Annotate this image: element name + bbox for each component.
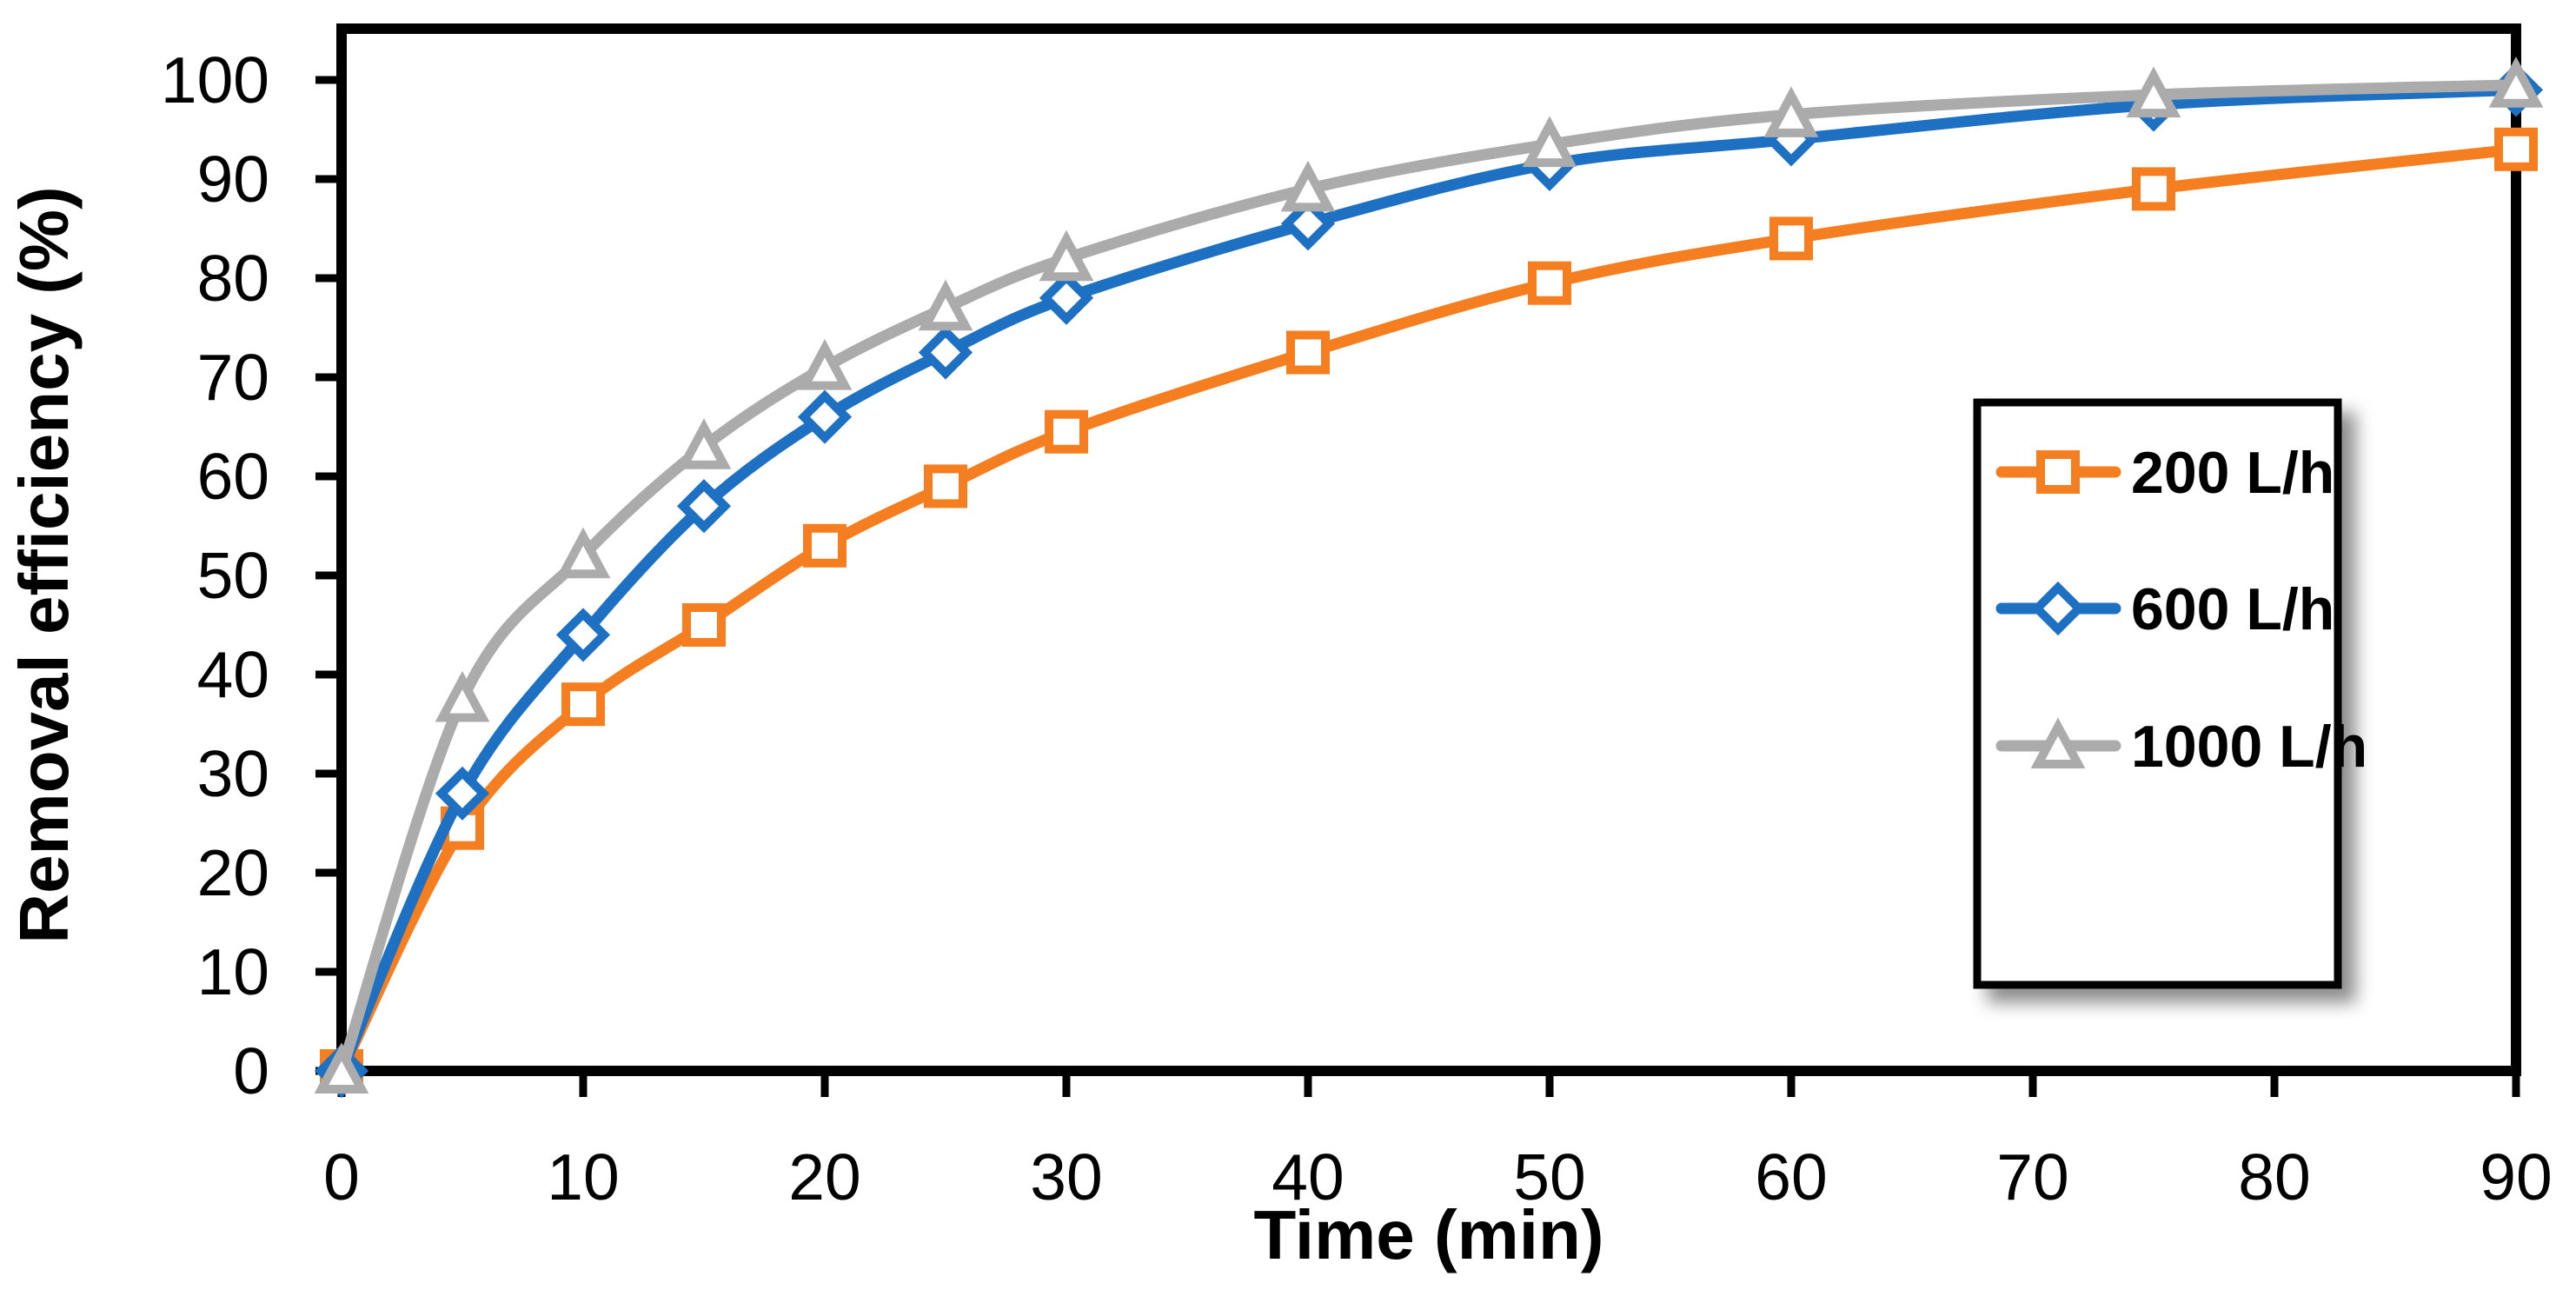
data-point-200-L-h xyxy=(1769,216,1813,261)
y-tick-label: 100 xyxy=(161,43,269,116)
y-tick-label: 0 xyxy=(233,1034,269,1107)
data-point-200-L-h xyxy=(1286,330,1330,375)
y-tick-label: 40 xyxy=(197,638,269,711)
y-tick-label: 60 xyxy=(197,440,269,513)
x-tick-label: 20 xyxy=(788,1140,860,1213)
data-point-1000-L-h xyxy=(1763,86,1819,137)
plot-border xyxy=(336,23,2521,1076)
data-point-200-L-h xyxy=(803,523,846,568)
legend-triangle-icon xyxy=(2030,717,2086,768)
data-point-1000-L-h xyxy=(2488,57,2544,108)
data-point-1000-L-h xyxy=(555,527,611,579)
x-tick-label: 90 xyxy=(2480,1140,2552,1213)
y-tick-label: 70 xyxy=(197,341,269,414)
data-point-600-L-h xyxy=(555,608,611,662)
x-tick-label: 40 xyxy=(1271,1140,1344,1213)
y-tick-label: 20 xyxy=(197,836,269,909)
y-tick-label: 10 xyxy=(197,935,269,1008)
data-point-1000-L-h xyxy=(314,1042,369,1094)
y-tick-label: 80 xyxy=(197,242,269,315)
data-point-600-L-h xyxy=(1280,196,1336,251)
data-point-600-L-h xyxy=(676,479,732,534)
x-tick-label: 50 xyxy=(1513,1140,1585,1213)
data-point-200-L-h xyxy=(682,603,726,647)
data-point-1000-L-h xyxy=(1039,229,1094,282)
legend-diamond-icon xyxy=(2030,581,2086,636)
data-point-1000-L-h xyxy=(918,279,973,331)
data-point-200-L-h xyxy=(2494,127,2538,171)
x-tick-label: 70 xyxy=(1996,1140,2068,1213)
data-point-200-L-h xyxy=(561,682,605,727)
y-tick-label: 50 xyxy=(197,539,269,612)
data-point-600-L-h xyxy=(918,325,973,380)
x-tick-label: 30 xyxy=(1030,1140,1102,1213)
data-point-1000-L-h xyxy=(435,670,490,722)
x-tick-label: 60 xyxy=(1755,1140,1827,1213)
data-point-1000-L-h xyxy=(797,338,853,390)
legend-layer: 200 L/h 600 L/h 1000 L/h xyxy=(1973,398,2367,989)
axes-layer: 0 10 20 30 40 50 60 70 80 90 100 0 10 20 30 40 50 60 70 80 9… xyxy=(161,23,2553,1213)
data-point-600-L-h xyxy=(1039,270,1094,325)
series-layer xyxy=(314,57,2544,1099)
data-point-1000-L-h xyxy=(1522,116,1577,168)
legend-label: 200 L/h xyxy=(2131,440,2334,506)
legend-box xyxy=(1973,398,2342,989)
data-point-600-L-h xyxy=(435,766,490,821)
y-axis-title: Removal efficiency (%) xyxy=(5,186,83,943)
data-point-600-L-h xyxy=(797,389,853,444)
y-tick-label: 90 xyxy=(197,143,269,216)
legend-label: 600 L/h xyxy=(2131,576,2334,642)
legend-item: 600 L/h xyxy=(1995,576,2334,642)
legend-item: 1000 L/h xyxy=(1995,714,2367,780)
x-axis-title: Time (min) xyxy=(1253,1196,1603,1273)
x-tick-label: 0 xyxy=(323,1140,360,1213)
y-tick-label: 30 xyxy=(197,737,269,810)
legend-label: 1000 L/h xyxy=(2131,714,2367,780)
legend-square-icon xyxy=(2036,450,2080,494)
data-point-200-L-h xyxy=(1528,261,1571,305)
data-point-200-L-h xyxy=(2132,167,2175,211)
legend-item: 200 L/h xyxy=(1995,440,2334,506)
data-point-1000-L-h xyxy=(1280,160,1336,212)
data-point-200-L-h xyxy=(1045,409,1088,454)
data-point-1000-L-h xyxy=(676,418,732,469)
data-point-200-L-h xyxy=(924,464,967,509)
x-tick-label: 80 xyxy=(2238,1140,2310,1213)
x-tick-label: 10 xyxy=(547,1140,619,1213)
data-point-1000-L-h xyxy=(2126,66,2181,118)
